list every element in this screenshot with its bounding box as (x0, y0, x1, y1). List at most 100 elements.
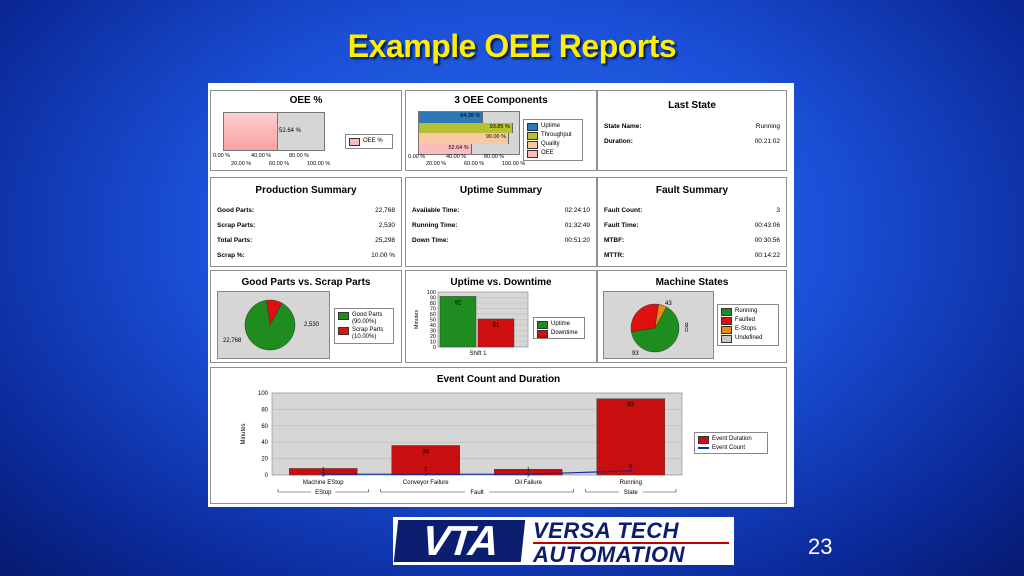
event-panel: Event Count and Duration 0204060801008Ma… (210, 367, 787, 504)
legend-label: Scrap Parts (352, 327, 384, 333)
kv-key: MTBF: (604, 237, 625, 244)
y-axis-label: Minutes (241, 423, 247, 444)
kv-key: MTTR: (604, 252, 625, 259)
logo-line1: VERSA TECH (533, 518, 679, 543)
legend-label: OEE (541, 150, 554, 156)
component-bar-label: 93.85 % (489, 123, 510, 130)
pie-label: 8 (685, 323, 689, 329)
kv-value: 00:14:22 (754, 252, 780, 259)
components-tick: 60.00 % (464, 161, 485, 167)
duration-label: 36 (422, 449, 429, 455)
oee-legend: OEE % (345, 134, 393, 149)
bar (439, 296, 477, 348)
count-label: 5 (629, 464, 632, 470)
kv-value: 10.00 % (371, 252, 395, 259)
count-line (323, 470, 631, 475)
bar-label: 92 (455, 300, 462, 306)
oee-report: OEE % 52.64 % 0.00 % 40.00 % 80.00 % 20.… (208, 83, 794, 507)
kv-key: Total Parts: (217, 237, 253, 244)
oee-tick: 40.00 % (251, 153, 272, 159)
last-state-title: Last State (668, 100, 716, 111)
good-vs-scrap-panel: Good Parts vs. Scrap Parts 22,768 2,530 G… (210, 270, 402, 363)
good-vs-scrap-pie: 22,768 2,530 (223, 299, 320, 351)
group-label: EStop (315, 490, 332, 496)
y-tick-label: 100 (258, 391, 269, 397)
legend-swatch-throughput (527, 132, 538, 140)
y-tick-label: 60 (261, 424, 268, 430)
legend-label: Throughput (541, 132, 572, 138)
legend-label: E-Stops (735, 326, 757, 332)
fault-summary-panel: Fault Summary Fault Count: 3 Fault Time: 0… (597, 177, 787, 267)
legend-swatch-uptime (527, 123, 538, 131)
y-tick-label: 10 (430, 340, 436, 346)
legend-label: Uptime (541, 123, 561, 129)
y-tick-label: 50 (430, 318, 436, 324)
oee-legend-swatch (349, 138, 360, 146)
legend-label: Undefined (735, 335, 763, 341)
uptime-summary-panel: Uptime Summary Available Time: 02:24:10 R… (405, 177, 597, 267)
kv-value: 25,298 (375, 237, 395, 244)
count-label: 1 (322, 467, 325, 473)
y-tick-label: 60 (430, 312, 436, 318)
pie-label: 43 (665, 301, 672, 307)
oee-gauge-fill (224, 113, 278, 150)
kv-key: Down Time: (412, 237, 449, 244)
uptime-summary-title: Uptime Summary (459, 185, 543, 196)
y-axis-label: Minutes (414, 310, 420, 330)
legend-label: (10.00%) (352, 334, 377, 340)
y-tick-label: 80 (261, 407, 268, 413)
kv-value: Running (755, 123, 780, 130)
legend-label: Good Parts (352, 312, 383, 318)
machine-states-panel: Machine States 93 43 8 0 Running Faulted E-… (597, 270, 787, 363)
legend-swatch-undefined (721, 335, 732, 343)
count-point (321, 472, 325, 476)
last-state-panel: Last State State Name: Running Duration: 0… (597, 90, 787, 171)
components-tick: 0.00 % (408, 154, 426, 160)
oee-tick: 80.00 % (289, 153, 310, 159)
versa-tech-logo: VTA VERSA TECH AUTOMATION (393, 517, 734, 567)
y-tick-label: 40 (430, 323, 436, 329)
y-tick-label: 20 (261, 457, 268, 463)
count-label: 1 (527, 467, 530, 473)
legend-label: Event Count (712, 445, 746, 451)
good-vs-scrap-plot: 22,768 2,530 (217, 291, 330, 359)
y-tick-label: 100 (427, 290, 436, 296)
duration-label: 93 (627, 403, 634, 409)
pie-label: 2,530 (304, 322, 320, 328)
kv-value: 00:21:02 (754, 138, 780, 145)
kv-value: 01:32:49 (564, 222, 590, 229)
count-point (424, 472, 428, 476)
y-tick-label: 90 (430, 296, 436, 302)
y-tick-label: 0 (265, 473, 269, 479)
y-tick-label: 80 (430, 301, 436, 307)
uptime-downtime-legend: Uptime Downtime (533, 317, 585, 339)
component-bar: 90.00 % (419, 133, 509, 144)
kv-key: Scrap %: (217, 252, 245, 259)
good-vs-scrap-legend: Good Parts (90.00%) Scrap Parts (10.00%) (334, 308, 394, 344)
production-panel: Production Summary Good Parts: 22,768 Scr… (210, 177, 402, 267)
legend-label: Event Duration (712, 436, 752, 442)
x-category-label: Shift 1 (469, 351, 487, 357)
bar (477, 318, 515, 348)
count-point (526, 472, 530, 476)
pie-slice (630, 303, 659, 332)
component-bar: 93.85 % (419, 122, 513, 133)
components-legend: Uptime Throughput Quality OEE (523, 119, 583, 161)
group-label: Fault (470, 490, 484, 496)
kv-value: 22,768 (375, 207, 395, 214)
kv-key: Scrap Parts: (217, 222, 256, 229)
pie-label: 0 (685, 328, 689, 334)
component-bar-label: 52.64 % (448, 144, 469, 151)
legend-swatch-oee (527, 150, 538, 158)
y-tick-label: 0 (433, 345, 436, 351)
legend-label: Faulted (735, 317, 756, 323)
component-bar: 52.64 % (419, 143, 472, 154)
kv-value: 00:51:20 (564, 237, 590, 244)
component-bar-label: 64.39 % (460, 113, 481, 119)
pie-label: 93 (632, 351, 639, 357)
kv-key: State Name: (604, 123, 642, 130)
y-tick-label: 40 (261, 440, 268, 446)
fault-summary-title: Fault Summary (655, 185, 729, 196)
